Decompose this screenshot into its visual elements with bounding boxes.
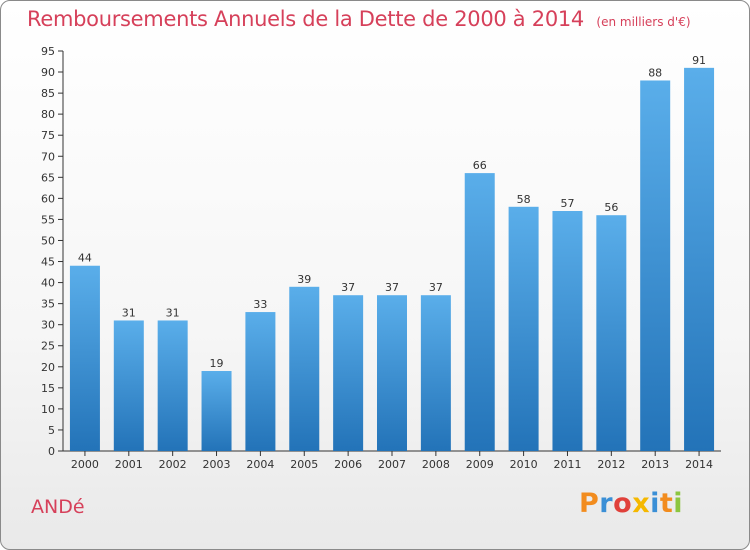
x-tick-label: 2003	[203, 458, 231, 471]
x-tick-label: 2002	[159, 458, 187, 471]
logo-letter: r	[599, 488, 614, 519]
bar	[157, 320, 188, 451]
commune-name: ANDé	[31, 496, 85, 518]
data-label: 33	[253, 298, 267, 311]
bar	[289, 286, 320, 451]
y-tick-label: 55	[41, 213, 55, 226]
bar	[420, 295, 451, 451]
x-tick-label: 2013	[641, 458, 669, 471]
x-tick-label: 2000	[71, 458, 99, 471]
data-label: 37	[341, 281, 355, 294]
proxiti-logo[interactable]: Proxiti	[579, 488, 683, 519]
y-tick-label: 95	[41, 45, 55, 58]
chart-title-text: Remboursements Annuels de la Dette de 20…	[27, 7, 584, 31]
y-axis: 0 5 10 15 20 25 30 35 40 45 50 55 60 65 70 75 80 85 90 95	[41, 45, 64, 458]
y-tick-label: 20	[41, 361, 55, 374]
x-tick-label: 2005	[290, 458, 318, 471]
bar	[552, 211, 583, 451]
chart-title: Remboursements Annuels de la Dette de 20…	[27, 7, 691, 31]
x-tick-label: 2014	[685, 458, 713, 471]
bar	[69, 265, 100, 451]
logo-letter: o	[613, 488, 633, 519]
data-label: 91	[692, 54, 706, 67]
bar	[113, 320, 144, 451]
y-tick-label: 30	[41, 319, 55, 332]
y-tick-label: 70	[41, 150, 55, 163]
y-tick-label: 90	[41, 66, 55, 79]
x-tick-label: 2001	[115, 458, 143, 471]
data-label: 56	[604, 201, 618, 214]
x-tick-label: 2004	[246, 458, 274, 471]
logo-letter: P	[579, 488, 600, 519]
y-tick-label: 15	[41, 382, 55, 395]
y-tick-label: 65	[41, 171, 55, 184]
bar	[596, 215, 627, 451]
y-tick-label: 10	[41, 403, 55, 416]
y-tick-label: 80	[41, 108, 55, 121]
x-axis: 2000 2001 2002 2003 2004 2005 2006 2007 2008 2009…	[63, 450, 721, 471]
x-tick-label: 2006	[334, 458, 362, 471]
data-label: 31	[122, 306, 136, 319]
bar	[508, 206, 539, 451]
bar	[684, 67, 715, 451]
y-tick-label: 75	[41, 129, 55, 142]
data-labels: 44 31 31 19 33 39 37 37 37 66 58 57 56 88 91	[78, 54, 706, 370]
x-tick-label: 2008	[422, 458, 450, 471]
bars	[69, 67, 715, 451]
y-tick-label: 50	[41, 234, 55, 247]
x-tick-label: 2007	[378, 458, 406, 471]
bar	[333, 295, 364, 451]
y-tick-label: 25	[41, 340, 55, 353]
logo-letter: t	[659, 488, 674, 519]
data-label: 66	[473, 159, 487, 172]
logo-letter: x	[632, 488, 651, 519]
data-label: 39	[297, 273, 311, 286]
data-label: 31	[166, 306, 180, 319]
logo-letter: i	[673, 488, 684, 519]
data-label: 58	[517, 193, 531, 206]
x-tick-label: 2011	[553, 458, 581, 471]
bar	[377, 295, 407, 451]
bar	[464, 173, 495, 451]
y-tick-label: 0	[48, 445, 55, 458]
y-tick-label: 35	[41, 298, 55, 311]
data-label: 88	[648, 66, 662, 79]
logo-letter: i	[650, 488, 660, 519]
data-label: 44	[78, 252, 92, 265]
y-tick-label: 85	[41, 87, 55, 100]
y-tick-label: 45	[41, 256, 55, 269]
data-label: 19	[210, 357, 224, 370]
x-tick-label: 2010	[510, 458, 538, 471]
x-tick-label: 2012	[597, 458, 625, 471]
x-tick-label: 2009	[466, 458, 494, 471]
bar	[245, 312, 276, 451]
y-tick-label: 60	[41, 192, 55, 205]
bar	[640, 80, 671, 451]
bar	[201, 371, 232, 451]
data-label: 57	[560, 197, 574, 210]
data-label: 37	[429, 281, 443, 294]
chart-unit: (en milliers d'€)	[596, 15, 691, 29]
y-tick-label: 5	[48, 424, 55, 437]
data-label: 37	[385, 281, 399, 294]
y-tick-label: 40	[41, 277, 55, 290]
